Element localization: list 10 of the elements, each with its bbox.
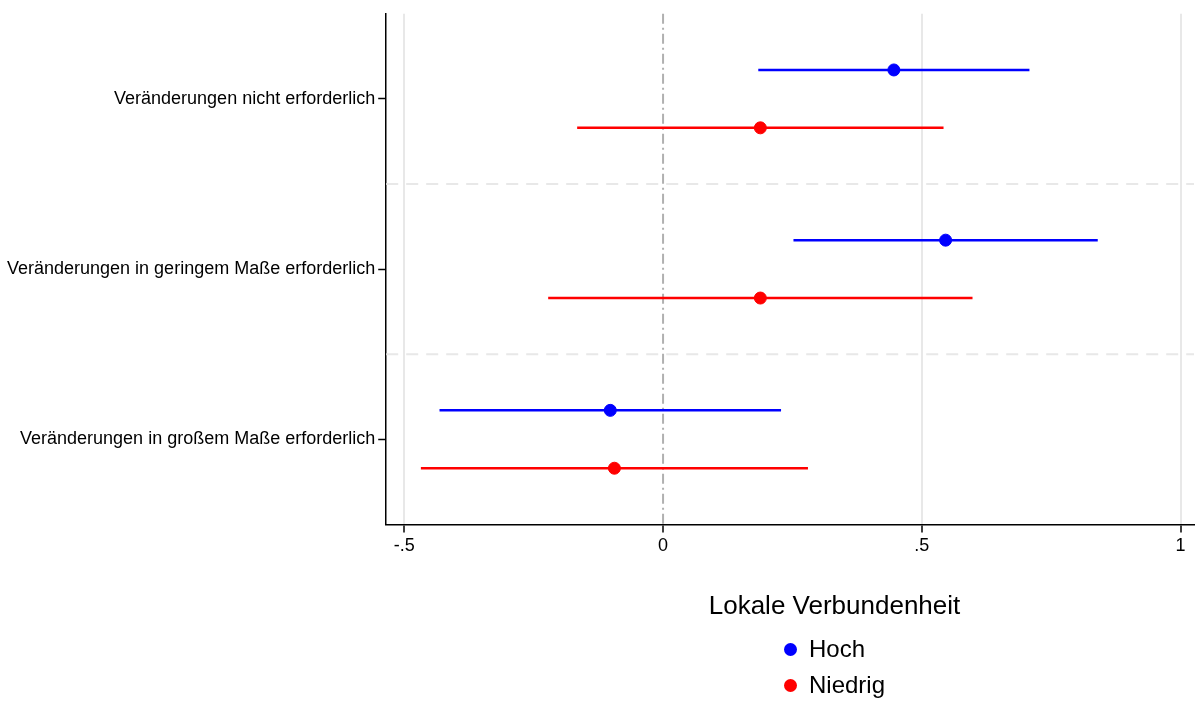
legend-label: Niedrig: [808, 670, 886, 700]
legend-title: Lokale Verbundenheit: [708, 590, 961, 621]
x-tick-label: 1: [1175, 535, 1186, 556]
x-tick-label: .5: [914, 535, 930, 556]
y-tick-label: Veränderungen in geringem Maße erforderlich: [6, 258, 376, 279]
y-tick-label: Veränderungen nicht erforderlich: [114, 87, 376, 108]
x-tick-label: 0: [658, 535, 669, 556]
x-tick-label: -.5: [393, 535, 415, 556]
y-tick-label: Veränderungen in großem Maße erforderlich: [20, 428, 376, 449]
legend-label: Hoch: [808, 634, 866, 664]
